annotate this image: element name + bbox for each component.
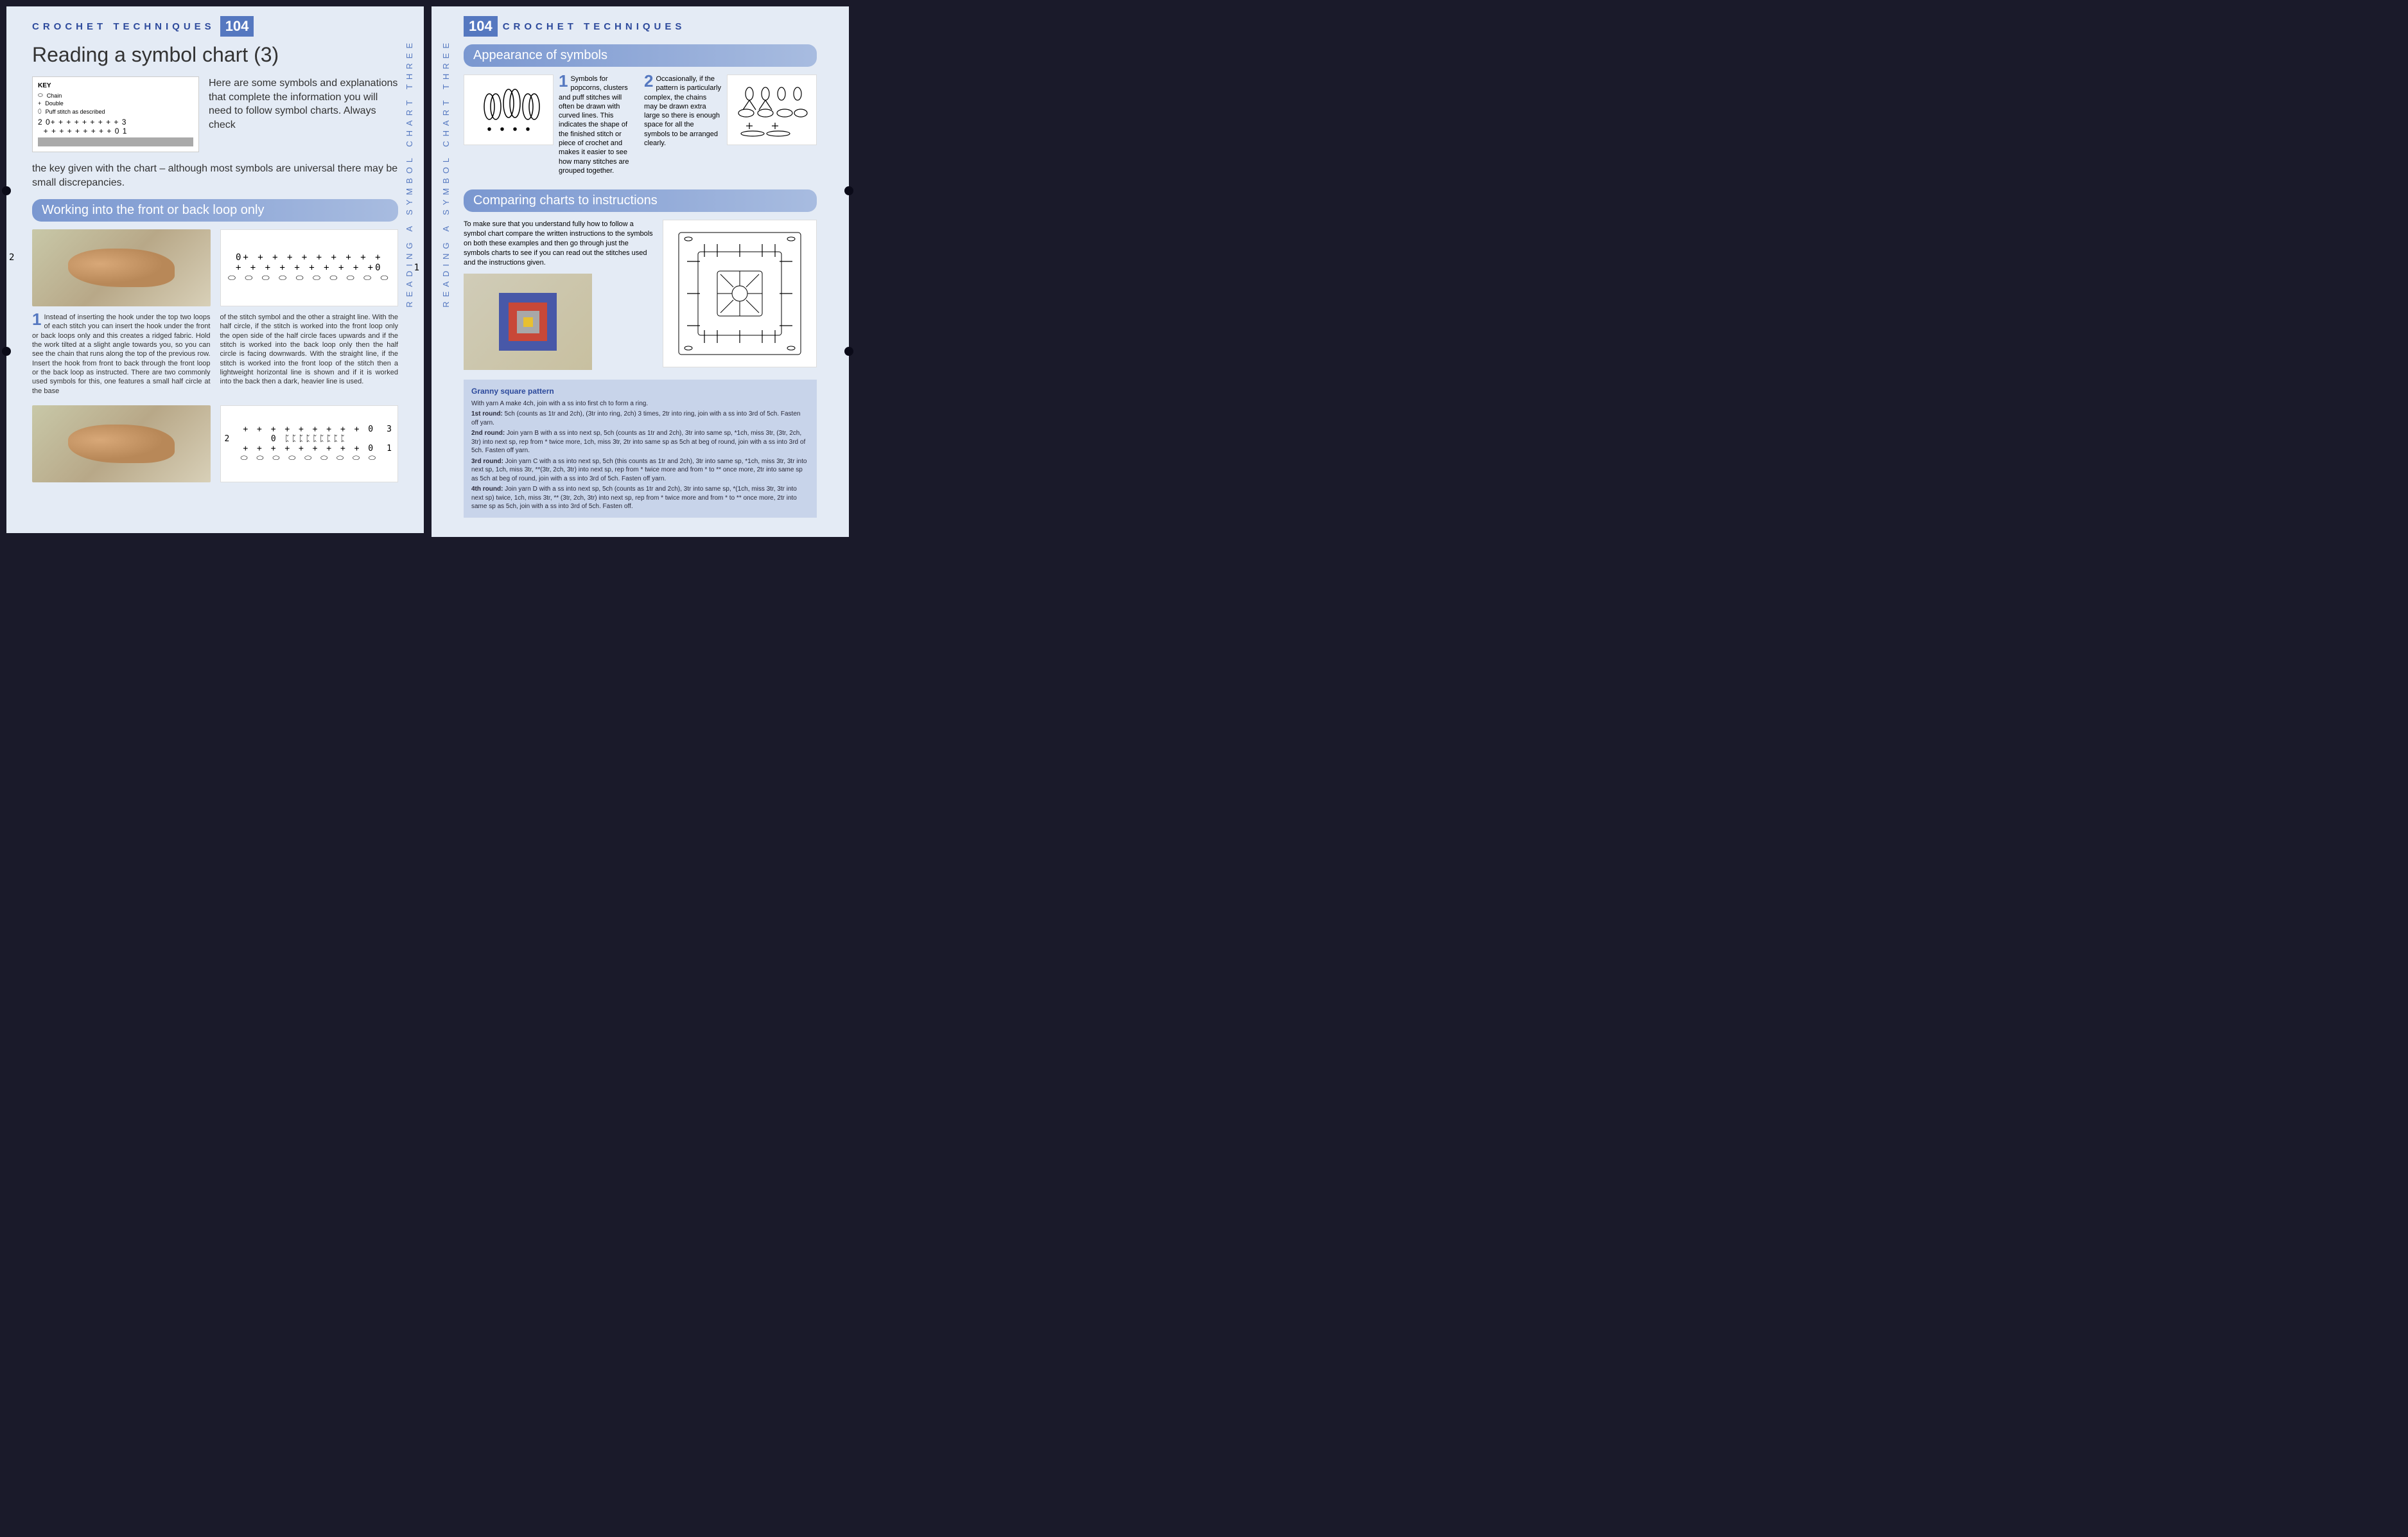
right-page: 104 CROCHET TECHNIQUES READING A SYMBOL … — [432, 6, 849, 537]
punch-hole — [2, 347, 11, 356]
category-header: CROCHET TECHNIQUES — [32, 21, 215, 32]
appearance-step-2: 2Occasionally, if the pattern is particu… — [644, 75, 817, 175]
section-heading: Working into the front or back loop only — [32, 199, 398, 222]
side-label: READING A SYMBOL CHART THREE — [441, 39, 451, 308]
step-row-2: + + + + + + + + + 03 20 ᛈᛈᛈᛈᛈᛈᛈᛈᛈ + + + … — [32, 405, 398, 482]
comparing-left: To make sure that you understand fully h… — [464, 220, 653, 370]
step-2-text: 2Occasionally, if the pattern is particu… — [644, 75, 722, 175]
intro-continued: the key given with the chart – although … — [32, 162, 398, 189]
category-header: CROCHET TECHNIQUES — [503, 21, 686, 32]
page-number: 104 — [220, 16, 254, 37]
large-chain-icon — [733, 81, 810, 139]
step-1-text: 1Instead of inserting the hook under the… — [32, 313, 211, 396]
key-legend: KEY ⬭Chain +Double ⬯Puff stitch as descr… — [32, 76, 199, 152]
section-heading: Comparing charts to instructions — [464, 189, 817, 212]
key-title: KEY — [38, 82, 193, 89]
photo-crochet-hands-2 — [32, 405, 211, 482]
punch-hole — [844, 347, 853, 356]
page-header: 104 CROCHET TECHNIQUES — [464, 16, 817, 37]
punch-hole — [2, 186, 11, 195]
key-item: +Double — [38, 100, 193, 107]
symbol-diagram-large-chains — [727, 75, 817, 145]
pattern-intro: With yarn A make 4ch, join with a ss int… — [471, 400, 809, 408]
key-item: ⬯Puff stitch as described — [38, 108, 193, 115]
symbol-diagram-2: + + + + + + + + + 03 20 ᛈᛈᛈᛈᛈᛈᛈᛈᛈ + + + … — [220, 405, 399, 482]
appearance-row: 1Symbols for popcorns, clusters and puff… — [464, 75, 817, 182]
section-heading: Appearance of symbols — [464, 44, 817, 67]
step-number: 1 — [559, 75, 568, 88]
granny-square-chart — [663, 220, 817, 367]
symbol-diagram-curved — [464, 75, 554, 145]
comparing-intro: To make sure that you understand fully h… — [464, 220, 653, 267]
step-1-text: 1Symbols for popcorns, clusters and puff… — [559, 75, 636, 175]
key-diagram: 2 0+ + + + + + + + + 3 + + + + + + + + +… — [38, 118, 193, 146]
photo-granny-square — [464, 274, 592, 370]
comparing-body: To make sure that you understand fully h… — [464, 220, 817, 370]
symbol-diagram-1: 20+ + + + + + + + + + + + + + + + + + + … — [220, 229, 399, 306]
page-header: 104 CROCHET TECHNIQUES — [32, 16, 398, 37]
page-number: 104 — [464, 16, 498, 37]
punch-hole — [844, 186, 853, 195]
intro-row: KEY ⬭Chain +Double ⬯Puff stitch as descr… — [32, 76, 398, 152]
left-page: 104 CROCHET TECHNIQUES READING A SYMBOL … — [6, 6, 424, 533]
pattern-round: 2nd round: Join yarn B with a ss into ne… — [471, 429, 809, 455]
key-item: ⬭Chain — [38, 92, 193, 99]
step-number: 1 — [32, 313, 41, 326]
pattern-box: Granny square pattern With yarn A make 4… — [464, 380, 817, 517]
pattern-round: 4th round: Join yarn D with a ss into ne… — [471, 485, 809, 511]
photo-crochet-hands-1 — [32, 229, 211, 306]
pattern-round: 1st round: 5ch (counts as 1tr and 2ch), … — [471, 410, 809, 427]
pattern-round: 3rd round: Join yarn C with a ss into ne… — [471, 457, 809, 484]
step-1-text-continued: of the stitch symbol and the other a str… — [220, 313, 399, 396]
side-label: READING A SYMBOL CHART THREE — [405, 39, 414, 308]
granny-chart-icon — [669, 226, 810, 361]
step-number: 2 — [644, 75, 653, 88]
pattern-title: Granny square pattern — [471, 386, 809, 396]
intro-text: Here are some symbols and explanations t… — [209, 76, 398, 152]
page-title: Reading a symbol chart (3) — [32, 43, 398, 67]
appearance-step-1: 1Symbols for popcorns, clusters and puff… — [464, 75, 636, 175]
step-row-1: 20+ + + + + + + + + + + + + + + + + + + … — [32, 229, 398, 306]
step-text-row: 1Instead of inserting the hook under the… — [32, 306, 398, 396]
curved-symbols-icon — [470, 81, 547, 139]
